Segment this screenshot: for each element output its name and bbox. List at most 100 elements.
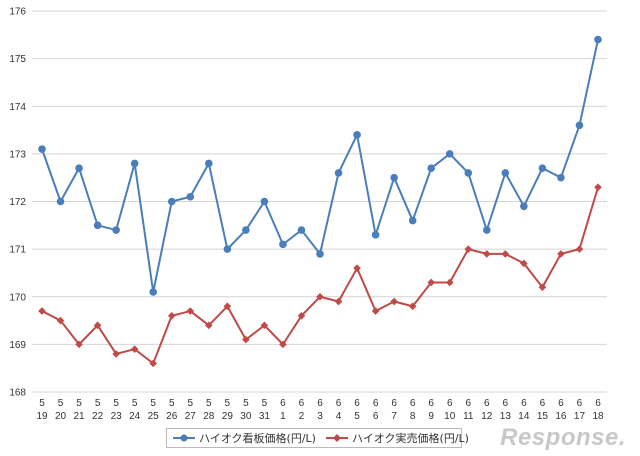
data-point-series-2 [371, 307, 380, 315]
data-point-series-1 [575, 121, 584, 130]
x-tick-label-day: 25 [148, 411, 160, 420]
legend-swatch-circle-icon [173, 434, 195, 442]
x-tick-label-day: 4 [336, 411, 342, 420]
data-point-series-1 [223, 245, 232, 253]
x-tick-label-day: 15 [537, 411, 549, 420]
x-tick-label-day: 13 [500, 411, 512, 420]
data-point-series-1 [130, 159, 139, 168]
x-tick-label-month: 6 [410, 398, 416, 409]
data-point-series-1 [205, 159, 213, 168]
x-tick-label-month: 6 [540, 398, 546, 409]
x-tick-label-day: 2 [299, 411, 305, 420]
legend-swatch-diamond-icon [325, 434, 348, 442]
x-tick-label-month: 5 [39, 398, 45, 409]
data-point-series-2 [130, 345, 139, 353]
data-point-series-2 [408, 302, 417, 311]
x-tick-label-day: 1 [280, 411, 286, 420]
data-point-series-1 [242, 226, 250, 234]
data-point-series-2 [575, 245, 584, 253]
data-point-series-2 [93, 321, 102, 330]
data-point-series-1 [594, 35, 602, 44]
plot-area [38, 35, 602, 368]
legend-item-series-2: ハイオク実売価格(円/L) [325, 430, 469, 446]
data-point-series-1 [297, 226, 306, 234]
data-point-series-1 [353, 131, 361, 139]
x-tick-label-month: 6 [595, 398, 601, 409]
y-tick-label: 175 [9, 54, 26, 65]
data-point-series-2 [334, 297, 343, 306]
data-point-series-2 [205, 321, 213, 330]
x-tick-label-month: 5 [169, 398, 175, 409]
x-tick-label-day: 19 [36, 411, 48, 420]
x-tick-label-month: 6 [577, 398, 583, 409]
x-tick-label-month: 5 [225, 398, 231, 409]
x-tick-label-month: 6 [280, 398, 286, 409]
gridlines [32, 10, 607, 393]
x-tick-label-day: 14 [518, 411, 530, 420]
x-tick-label-month: 5 [76, 398, 82, 409]
data-point-series-2 [186, 307, 195, 315]
x-tick-label-month: 6 [354, 398, 360, 409]
x-tick-label-month: 6 [521, 398, 527, 409]
x-tick-label-day: 5 [354, 411, 360, 420]
data-point-series-1 [371, 231, 380, 239]
x-tick-label-month: 6 [428, 398, 434, 409]
data-point-series-1 [538, 164, 547, 172]
series-line-2 [41, 186, 599, 365]
x-tick-label-month: 6 [299, 398, 305, 409]
data-point-series-1 [167, 197, 176, 206]
x-tick-label-day: 26 [166, 411, 178, 420]
y-tick-label: 173 [9, 149, 26, 160]
x-tick-label-day: 22 [92, 411, 104, 420]
data-point-series-1 [56, 197, 65, 206]
x-tick-label-month: 5 [206, 398, 212, 409]
data-point-series-1 [483, 226, 491, 234]
x-tick-label-day: 20 [55, 411, 67, 420]
x-tick-label-day: 28 [203, 411, 215, 420]
data-point-series-2 [167, 312, 176, 320]
data-point-series-2 [149, 359, 157, 368]
x-tick-label-month: 6 [465, 398, 471, 409]
y-tick-label: 176 [9, 7, 26, 18]
y-tick-label: 172 [9, 197, 26, 208]
x-tick-label-month: 5 [150, 398, 156, 409]
legend-item-series-1: ハイオク看板価格(円/L) [173, 430, 316, 446]
x-axis-labels: 5195205215225235245255265275285295305316… [36, 398, 604, 420]
watermark-logo: Response. [500, 424, 626, 451]
data-point-series-2 [353, 264, 361, 272]
data-point-series-2 [242, 335, 250, 344]
x-tick-label-month: 5 [262, 398, 268, 409]
x-tick-label-day: 24 [129, 411, 141, 420]
x-tick-label-month: 5 [187, 398, 193, 409]
x-tick-label-day: 10 [444, 411, 456, 420]
data-point-series-1 [149, 288, 157, 296]
x-tick-label-day: 7 [391, 411, 397, 420]
data-point-series-2 [223, 302, 232, 311]
data-point-series-1 [390, 173, 398, 182]
data-point-series-2 [56, 316, 65, 325]
x-tick-label-day: 31 [259, 411, 271, 420]
legend-label-series-2: ハイオク実売価格(円/L) [351, 432, 469, 445]
x-tick-label-month: 6 [317, 398, 323, 409]
data-point-series-1 [316, 250, 324, 258]
x-tick-label-day: 12 [481, 411, 493, 420]
y-axis-labels: 168 169 170 171 172 173 174 175 176 [9, 7, 26, 399]
x-tick-label-day: 3 [317, 411, 323, 420]
data-point-series-1 [520, 202, 528, 211]
data-point-series-2 [75, 340, 83, 349]
x-tick-label-month: 5 [243, 398, 249, 409]
x-tick-label-month: 6 [391, 398, 397, 409]
data-point-series-2 [538, 283, 547, 292]
x-tick-label-day: 8 [410, 411, 416, 420]
y-tick-label: 174 [9, 102, 26, 113]
x-tick-label-month: 6 [503, 398, 509, 409]
data-point-series-2 [464, 245, 473, 253]
x-tick-label-day: 21 [74, 411, 86, 420]
data-point-series-1 [260, 197, 269, 206]
data-point-series-1 [427, 164, 436, 172]
y-tick-label: 168 [9, 388, 26, 399]
data-point-series-2 [279, 340, 287, 349]
data-point-series-1 [557, 173, 565, 182]
data-point-series-2 [316, 292, 324, 301]
data-point-series-1 [501, 169, 510, 177]
